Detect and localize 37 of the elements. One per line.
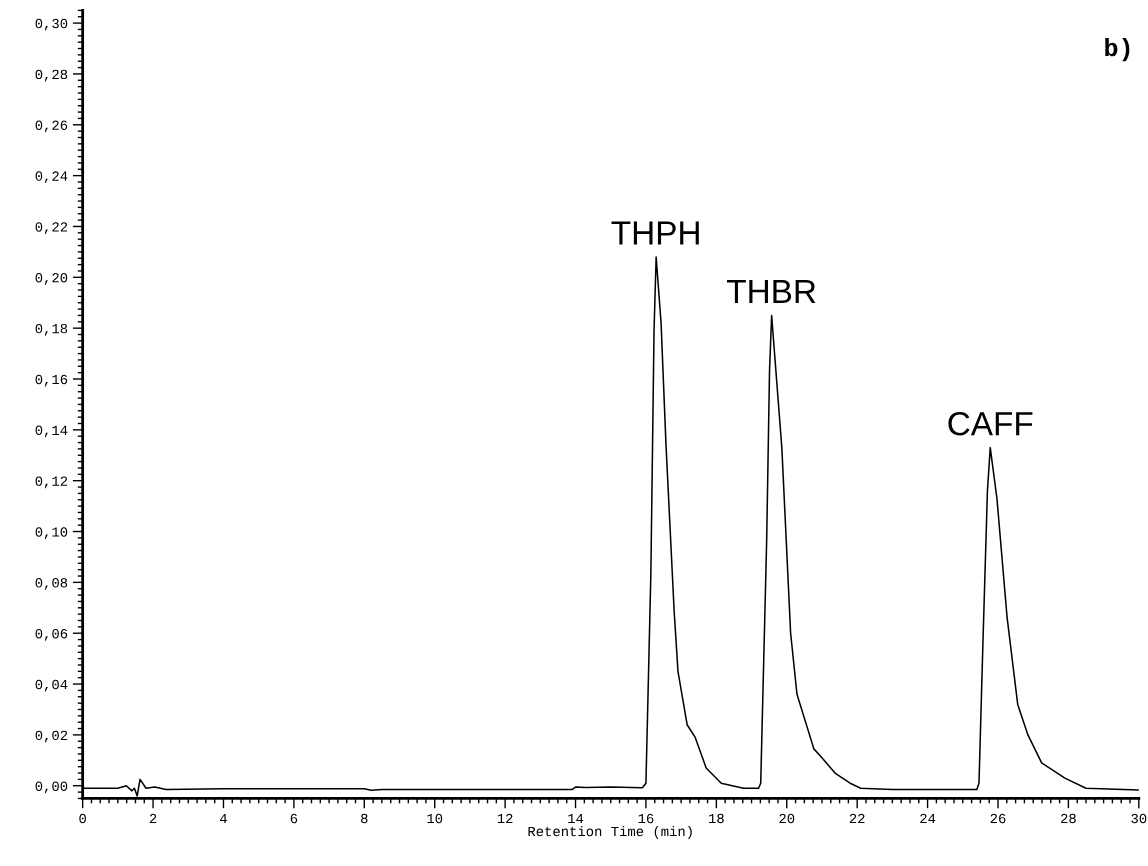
- x-tick-label: 30: [1131, 813, 1147, 824]
- x-tick-label: 4: [220, 813, 227, 824]
- annotation: b): [1105, 37, 1130, 62]
- x-tick-label: 2: [149, 813, 157, 824]
- y-tick-label: 0,24: [35, 171, 68, 184]
- y-tick-label: 0,28: [35, 69, 68, 82]
- annotation: THBR: [727, 280, 816, 303]
- x-tick-label: 6: [290, 813, 298, 824]
- x-tick-label: 8: [361, 813, 368, 824]
- x-tick-label: 0: [79, 813, 86, 824]
- x-tick-label: 28: [1061, 813, 1076, 824]
- x-tick-label: 16: [638, 813, 654, 824]
- y-tick-label: 0,26: [35, 120, 68, 133]
- y-tick-label: 0,12: [35, 476, 68, 489]
- y-tick-label: 0,14: [35, 425, 68, 438]
- y-tick-label: 0,04: [35, 679, 68, 692]
- y-tick-label: 0,20: [35, 273, 68, 285]
- x-tick-label: 10: [427, 813, 443, 824]
- x-tick-label: 22: [849, 813, 865, 824]
- annotation: THPH: [611, 221, 699, 245]
- y-tick-label: 0,30: [35, 18, 68, 31]
- x-axis-title: Retention Time (min): [528, 825, 692, 839]
- x-tick-label: 24: [920, 813, 936, 824]
- x-tick-label: 12: [497, 813, 513, 824]
- y-tick-label: 0,02: [35, 730, 68, 743]
- y-tick-label: 0,00: [35, 781, 68, 794]
- x-tick-label: 20: [779, 813, 795, 824]
- annotation: CAFF: [948, 411, 1033, 436]
- x-tick-label: 26: [990, 813, 1006, 824]
- y-tick-label: 0,18: [35, 323, 68, 336]
- y-tick-label: 0,10: [35, 527, 68, 540]
- y-tick-label: 0,08: [35, 578, 68, 590]
- y-tick-label: 0,16: [35, 374, 68, 387]
- x-tick-label: 14: [568, 813, 584, 824]
- y-tick-label: 0,06: [35, 628, 68, 641]
- x-tick-label: 18: [709, 813, 724, 824]
- y-tick-label: 0,22: [35, 222, 68, 234]
